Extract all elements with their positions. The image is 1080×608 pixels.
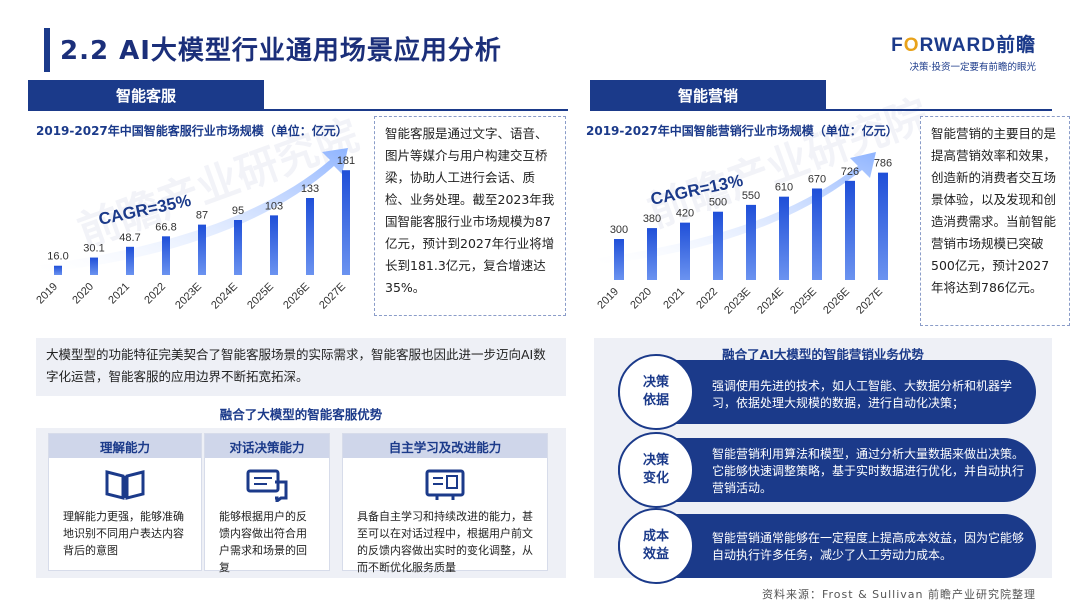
description-marketing: 智能营销的主要目的是提高营销效率和效果，创造新的消费者交互场景体验，以及发现和创… (920, 116, 1070, 326)
bar-chart-marketing: CAGR=13% 300 2019 380 2020 420 2021 500 2022 550 2… (595, 152, 892, 317)
chart-title-marketing: 2019-2027年中国智能营销行业市场规模（单位：亿元） (586, 124, 898, 138)
category-label: 2024E (755, 286, 786, 317)
advantage-row-label: 成本 效益 (618, 508, 694, 584)
page-title: 2.2 AI大模型行业通用场景应用分析 (60, 36, 502, 66)
bar-2024E (779, 196, 789, 280)
category-label: 2026E (821, 286, 852, 317)
category-label: 2024E (209, 281, 240, 312)
advantage-card-title: 对话决策能力 (205, 434, 329, 458)
bar-2025E (812, 188, 822, 280)
bar-value-label: 95 (232, 205, 244, 217)
bar-value-label: 66.8 (155, 221, 176, 233)
category-label: 2021 (661, 286, 687, 312)
category-label: 2022 (694, 286, 720, 312)
bar-value-label: 30.1 (83, 243, 104, 255)
category-label: 2022 (142, 281, 168, 307)
advantage-row-label: 决策 变化 (618, 432, 694, 508)
growth-arrow (598, 152, 876, 264)
advantage-row-text: 强调使用先进的技术，如人工智能、大数据分析和机器学习，依据处理大规模的数据，进行… (712, 379, 1013, 410)
advantage-card-text: 具备自主学习和持续改进的能力，甚至可以在对话过程中，根据用户前文的反馈内容做出实… (357, 510, 533, 574)
learning-icon (343, 468, 547, 502)
category-label: 2023E (722, 286, 753, 317)
bar-value-label: 380 (643, 213, 661, 225)
bar-value-label: 726 (841, 166, 859, 178)
bar-value-label: 133 (301, 183, 319, 195)
advantage-card-text: 能够根据用户的反馈内容做出符合用户需求和场景的回复 (219, 510, 307, 574)
advantage-card: 自主学习及改进能力 具备自主学习和持续改进的能力，甚至可以在对话过程中，根据用户… (342, 433, 548, 574)
bar-2023E (746, 204, 756, 280)
bar-2027E (878, 172, 888, 280)
bar-value-label: 300 (610, 224, 628, 236)
bar-value-label: 103 (265, 200, 283, 212)
category-label: 2027E (317, 281, 348, 312)
section-divider (28, 109, 568, 111)
section-divider (590, 109, 1052, 111)
bar-value-label: 550 (742, 190, 760, 202)
bar-2021 (680, 222, 690, 280)
category-label: 2021 (106, 281, 132, 307)
title-accent-bar (44, 28, 50, 72)
bar-2021 (126, 246, 134, 275)
bar-2025E (270, 215, 278, 275)
advantage-card: 对话决策能力 能够根据用户的反馈内容做出符合用户需求和场景的回复 (204, 433, 330, 574)
advantage-row-text: 智能营销通常能够在一定程度上提高成本效益，因为它能够自动执行许多任务，减少了人工… (712, 531, 1025, 562)
advantage-card-text: 理解能力更强，能够准确地识别不同用户表达内容背后的意图 (63, 510, 184, 557)
statement-customer-service: 大模型型的功能特征完美契合了智能客服场景的实际需求，智能客服也因此进一步迈向AI… (36, 338, 566, 396)
description-customer-service: 智能客服是通过文字、语音、图片等媒介与用户构建交互桥梁，协助人工进行会话、质检、… (374, 116, 566, 316)
cagr-annotation: CAGR=13% (649, 171, 745, 209)
bar-2020 (647, 228, 657, 280)
bar-2023E (198, 224, 206, 275)
bar-2026E (845, 180, 855, 280)
bar-value-label: 16.0 (47, 251, 68, 263)
category-label: 2019 (34, 281, 60, 307)
bar-2022 (713, 211, 723, 280)
book-icon (49, 468, 201, 502)
bar-value-label: 181 (337, 155, 355, 167)
brand-logo: FORWARD前瞻 决策·投资一定要有前瞻的眼光 (891, 30, 1036, 73)
bar-chart-customer-service: CAGR=35% 16.0 2019 30.1 2020 48.7 2021 66.8 2022… (34, 148, 355, 312)
bar-value-label: 420 (676, 208, 694, 220)
bar-value-label: 610 (775, 182, 793, 194)
brand-tagline: 决策·投资一定要有前瞻的眼光 (909, 62, 1036, 73)
advantage-card-title: 自主学习及改进能力 (343, 434, 547, 458)
brand-name: FORWARD前瞻 (891, 35, 1036, 56)
bar-value-label: 786 (874, 158, 892, 170)
advantage-row-label: 决策 依据 (618, 354, 694, 430)
bar-value-label: 670 (808, 173, 826, 185)
section-label-marketing: 智能营销 (590, 80, 826, 110)
chart-title-customer-service: 2019-2027年中国智能客服行业市场规模（单位：亿元） (36, 124, 348, 138)
bar-value-label: 48.7 (119, 232, 140, 244)
category-label: 2020 (628, 286, 654, 312)
bar-2022 (162, 236, 170, 275)
bar-2027E (342, 170, 350, 275)
category-label: 2027E (854, 286, 885, 317)
cagr-annotation: CAGR=35% (97, 191, 193, 229)
advantage-card-title: 理解能力 (49, 434, 201, 458)
bar-2019 (54, 265, 62, 275)
advantage-card: 理解能力 理解能力更强，能够准确地识别不同用户表达内容背后的意图 (48, 433, 202, 571)
category-label: 2025E (245, 281, 276, 312)
bar-2020 (90, 257, 98, 275)
category-label: 2020 (70, 281, 96, 307)
bar-2024E (234, 220, 242, 275)
bar-2026E (306, 198, 314, 275)
category-label: 2026E (281, 281, 312, 312)
category-label: 2025E (788, 286, 819, 317)
advantage-title-customer-service: 融合了大模型的智能客服优势 (219, 407, 383, 422)
bar-value-label: 500 (709, 197, 727, 209)
category-label: 2023E (173, 281, 204, 312)
section-label-customer-service: 智能客服 (28, 80, 264, 110)
advantage-title-marketing: 融合了AI大模型的智能营销业务优势 (722, 347, 924, 362)
advantage-row-text: 智能营销利用算法和模型，通过分析大量数据来做出决策。它能够快速调整策略，基于实时… (712, 447, 1025, 495)
category-label: 2019 (595, 286, 621, 312)
source-note: 资料来源：Frost & Sullivan 前瞻产业研究院整理 (762, 588, 1036, 601)
bar-value-label: 87 (196, 210, 208, 222)
chat-icon (205, 468, 329, 502)
bar-2019 (614, 239, 624, 280)
